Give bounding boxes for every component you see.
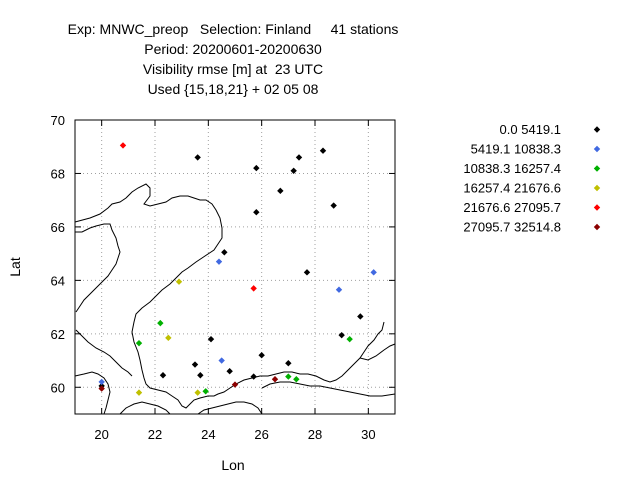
data-point-series-3 bbox=[293, 376, 300, 383]
data-point-series-1 bbox=[226, 368, 233, 375]
data-point-series-2 bbox=[98, 378, 105, 386]
data-point-series-1 bbox=[330, 202, 337, 209]
title-line-1: Exp: MNWC_preop Selection: Finland 41 st… bbox=[68, 21, 399, 37]
legend-label-4: 16257.4 21676.6 bbox=[463, 181, 561, 196]
y-tick-label: 64 bbox=[51, 273, 65, 288]
data-points bbox=[98, 142, 377, 396]
y-tick-label: 62 bbox=[51, 327, 65, 342]
legend-marker-1 bbox=[593, 126, 601, 133]
data-point-series-1 bbox=[159, 372, 167, 379]
data-point-series-1 bbox=[295, 154, 303, 161]
data-point-series-4 bbox=[194, 389, 201, 396]
data-point-series-1 bbox=[191, 361, 199, 368]
x-tick-label: 30 bbox=[361, 427, 375, 442]
data-point-series-1 bbox=[250, 373, 257, 380]
y-tick-label: 66 bbox=[51, 220, 65, 235]
data-point-series-4 bbox=[135, 389, 143, 396]
data-point-series-1 bbox=[303, 269, 311, 276]
legend-label-5: 21676.6 27095.7 bbox=[463, 200, 561, 215]
x-tick-label: 20 bbox=[94, 427, 108, 442]
x-axis-label: Lon bbox=[221, 457, 244, 473]
legend-label-3: 10838.3 16257.4 bbox=[463, 161, 561, 176]
data-point-series-1 bbox=[197, 372, 204, 379]
data-point-series-1 bbox=[253, 209, 260, 216]
data-point-series-1 bbox=[285, 360, 292, 367]
legend-label-1: 0.0 5419.1 bbox=[500, 122, 561, 137]
data-point-series-6 bbox=[271, 376, 279, 383]
data-point-series-6 bbox=[231, 381, 239, 388]
data-point-series-1 bbox=[277, 187, 284, 195]
y-tick-label: 68 bbox=[51, 166, 65, 181]
legend-marker-2 bbox=[593, 145, 601, 153]
data-point-series-1 bbox=[319, 147, 327, 154]
title-line-2: Period: 20200601-20200630 bbox=[144, 41, 322, 57]
data-point-series-1 bbox=[207, 335, 215, 343]
grid bbox=[75, 119, 395, 414]
axis-ticks: 20 22 24 26 28 30 60 62 64 66 68 70 bbox=[51, 113, 395, 442]
plot-frame bbox=[74, 119, 396, 415]
data-point-series-1 bbox=[357, 313, 364, 320]
data-point-series-2 bbox=[370, 269, 377, 276]
data-point-series-2 bbox=[218, 357, 225, 364]
x-tick-label: 24 bbox=[201, 427, 215, 442]
legend-marker-3 bbox=[593, 165, 601, 172]
y-tick-label: 60 bbox=[51, 380, 65, 395]
data-point-series-3 bbox=[202, 388, 209, 395]
data-point-series-1 bbox=[194, 154, 201, 161]
y-tick-label: 70 bbox=[51, 113, 65, 128]
data-point-series-3 bbox=[346, 335, 353, 343]
data-point-series-3 bbox=[135, 339, 143, 347]
data-point-series-3 bbox=[285, 373, 292, 380]
data-point-series-3 bbox=[157, 319, 164, 327]
data-point-series-1 bbox=[338, 331, 345, 339]
data-point-series-4 bbox=[165, 334, 172, 342]
legend-label-2: 5419.1 10838.3 bbox=[471, 142, 561, 157]
data-point-series-1 bbox=[221, 249, 228, 256]
data-point-series-1 bbox=[290, 167, 297, 174]
data-point-series-2 bbox=[215, 258, 223, 265]
x-tick-label: 28 bbox=[308, 427, 322, 442]
title-line-4: Used {15,18,21} + 02 05 08 bbox=[148, 81, 319, 97]
legend-marker-5 bbox=[593, 204, 601, 211]
data-point-series-5 bbox=[119, 142, 127, 149]
data-point-series-5 bbox=[250, 285, 257, 292]
legend: 0.0 5419.1 5419.1 10838.3 10838.3 16257.4 1… bbox=[463, 122, 601, 235]
coastline-map bbox=[74, 183, 396, 415]
legend-label-6: 27095.7 32514.8 bbox=[463, 220, 561, 235]
legend-marker-6 bbox=[593, 223, 601, 231]
y-axis-label: Lat bbox=[7, 257, 23, 277]
data-point-series-1 bbox=[253, 164, 260, 172]
x-tick-label: 26 bbox=[254, 427, 268, 442]
data-point-series-4 bbox=[175, 278, 183, 285]
data-point-series-1 bbox=[258, 352, 265, 359]
data-point-series-6 bbox=[98, 385, 105, 392]
data-point-series-2 bbox=[335, 286, 343, 293]
x-tick-label: 22 bbox=[148, 427, 162, 442]
chart-title: Exp: MNWC_preop Selection: Finland 41 st… bbox=[68, 21, 399, 97]
title-line-3: Visibility rmse [m] at 23 UTC bbox=[143, 61, 323, 77]
legend-marker-4 bbox=[593, 184, 601, 192]
